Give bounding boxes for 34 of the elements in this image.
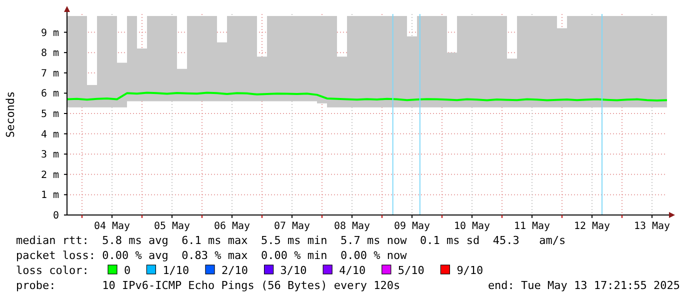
legend-label: 9/10 [456,264,484,277]
line-series [66,92,668,102]
legend-title: loss color: [16,264,89,277]
legend-label: 1/10 [162,264,190,277]
y-tick-label: 9 m [40,28,59,39]
x-tick-label: 12 May [574,221,610,232]
legend-label: 4/10 [339,264,366,277]
x-tick-label: 06 May [214,221,250,232]
legend-label: 5/10 [398,264,424,277]
y-tick-label: 7 m [40,68,59,80]
text: end: Tue May 13 17:21:55 2025 [488,279,680,292]
x-tick-label: 11 May [514,221,550,232]
x-tick-label: 13 May [634,221,670,232]
text: probe: 10 IPv6-ICMP Echo Pings (56 Bytes) every 120s [16,279,400,292]
x-tick-label: 04 May [94,221,130,232]
text: median rtt: 5.8 ms avg 6.1 ms max 5.5 ms min 5.7 ms now 0.1 ms sd 45.3 am/s [16,234,566,247]
y-tick-label: 1 m [40,190,59,202]
y-tick-label: 8 m [40,48,59,60]
legend-label: 0 [124,264,131,277]
y-tick-label: 6 m [40,88,59,100]
legend-label: 2/10 [222,264,248,277]
x-tick-label: 05 May [154,221,190,232]
legend-label: 3/10 [280,264,307,277]
y-tick-label: 2 m [40,170,59,181]
y-tick-label: 5 m [40,108,59,120]
text: packet loss: 0.00 % avg 0.83 % max 0.00 % min 0.00 % now [16,249,408,262]
y-tick-label: 4 m [40,129,59,140]
y-tick-label: 3 m [40,150,59,161]
y-tick-label: 0 [52,210,59,222]
y-axis-title: Seconds [4,91,17,138]
x-tick-label: 10 May [454,221,490,232]
x-tick-label: 07 May [274,221,310,232]
x-tick-label: 09 May [394,221,430,232]
x-tick-label: 08 May [334,221,370,232]
